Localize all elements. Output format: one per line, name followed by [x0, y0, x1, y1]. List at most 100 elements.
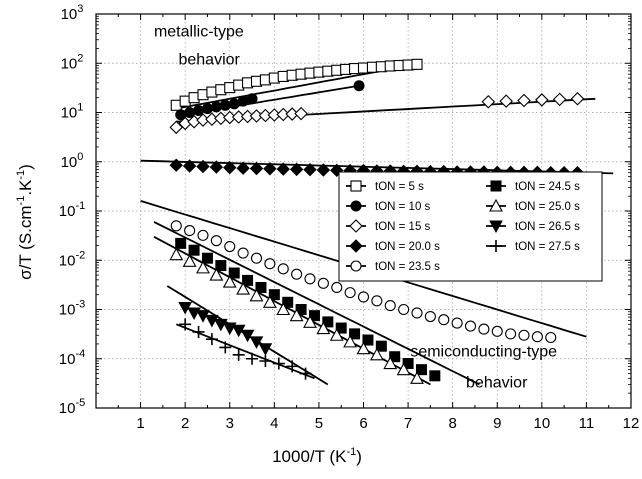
- data-point: [219, 341, 232, 354]
- annotations-layer: metallic-type behavior semiconducting-type…: [154, 23, 557, 391]
- data-point: [316, 321, 331, 335]
- y-tick-label-base: 10: [61, 55, 78, 72]
- data-point: [205, 314, 219, 328]
- data-point: [222, 274, 237, 288]
- data-point: [552, 92, 567, 107]
- data-point: [170, 220, 182, 232]
- x-axis-label-tail: ): [356, 447, 362, 466]
- y-tick-label-exponent: -3: [75, 299, 85, 311]
- data-point: [356, 341, 371, 355]
- data-point: [276, 162, 290, 176]
- x-tick-label: 9: [493, 415, 501, 432]
- data-point: [303, 315, 317, 328]
- y-tick-label: 10-2: [59, 249, 85, 269]
- y-axis-label-mid: .K: [16, 179, 35, 196]
- y-tick-label-exponent: -4: [75, 348, 85, 360]
- data-point: [196, 159, 210, 174]
- x-tick-label: 5: [315, 415, 323, 432]
- data-point: [219, 99, 231, 111]
- data-point: [317, 277, 329, 289]
- data-point: [362, 334, 374, 346]
- annotation: semiconducting-type: [410, 344, 557, 361]
- x-tick-label: 8: [448, 415, 456, 432]
- data-point: [169, 247, 184, 261]
- legend: tON = 5 s tON = 10 s tON = 15 s tON = 20.0 …: [338, 171, 603, 282]
- data-point: [262, 295, 277, 308]
- legend-label: tON = 24.5 s: [515, 181, 580, 193]
- data-point: [259, 355, 272, 368]
- data-point: [545, 331, 557, 344]
- data-point: [518, 329, 530, 341]
- y-axis-label: σ/T (S.cm-1.K-1): [15, 164, 35, 280]
- data-point: [169, 120, 184, 135]
- data-point: [531, 331, 543, 343]
- data-point: [344, 287, 356, 299]
- data-point: [228, 267, 240, 279]
- data-point: [353, 80, 365, 92]
- data-point: [410, 371, 424, 384]
- data-point: [375, 340, 387, 352]
- data-point: [451, 317, 463, 329]
- data-point: [299, 367, 312, 380]
- data-point: [246, 93, 258, 105]
- annotation: metallic-type: [154, 23, 244, 40]
- data-point: [517, 93, 531, 108]
- data-point: [264, 258, 276, 270]
- data-point: [411, 58, 423, 70]
- y-tick-label-base: 10: [59, 252, 76, 269]
- data-point: [250, 252, 263, 264]
- y-axis-label-sup1: -1: [15, 196, 27, 206]
- data-point: [304, 273, 316, 285]
- x-axis-label-main: 1000/T (K: [272, 447, 347, 466]
- data-point: [369, 347, 384, 361]
- data-point: [236, 161, 250, 175]
- y-tick-label: 101: [61, 102, 84, 122]
- data-point: [415, 364, 427, 376]
- data-point: [535, 93, 549, 107]
- legend-marker: [490, 240, 502, 252]
- data-point: [237, 247, 249, 259]
- fit-line-series-4: [153, 221, 480, 386]
- data-point: [371, 295, 383, 307]
- legend-label: tON = 5 s: [375, 181, 424, 193]
- data-point: [398, 303, 410, 316]
- legend-label: tON = 25.0 s: [515, 201, 580, 213]
- data-point: [232, 348, 245, 361]
- y-axis-label-sup2: -1: [15, 170, 27, 180]
- data-point: [246, 352, 259, 365]
- series-8: [179, 318, 312, 380]
- y-tick-label: 100: [61, 151, 84, 171]
- legend-marker: [349, 239, 363, 253]
- legend-label: tON = 20.0 s: [375, 241, 440, 253]
- y-tick-label-base: 10: [59, 302, 76, 319]
- legend-label: tON = 10 s: [375, 201, 431, 213]
- data-point: [481, 95, 496, 109]
- y-tick-label: 10-1: [59, 200, 85, 220]
- ticks-layer: 1 2 3 4 5 6 7 8 9 10 11 1210-510-410-310-210-110010…: [59, 3, 640, 432]
- data-point: [182, 254, 197, 267]
- data-point: [396, 362, 411, 376]
- data-point: [223, 160, 237, 175]
- legend-marker: [350, 200, 362, 212]
- data-point: [193, 104, 205, 116]
- legend-label: tON = 27.5 s: [515, 241, 580, 253]
- data-point: [196, 260, 210, 274]
- y-tick-label: 102: [61, 52, 84, 72]
- data-point: [215, 260, 227, 272]
- y-tick-label-base: 10: [61, 105, 78, 122]
- data-point: [210, 101, 222, 113]
- x-tick-label: 11: [579, 415, 595, 432]
- data-point: [242, 274, 254, 286]
- data-point: [209, 160, 224, 174]
- data-point: [197, 229, 209, 241]
- x-axis-label: 1000/T (K-1): [272, 446, 362, 466]
- x-tick-label: 6: [359, 415, 367, 432]
- series-7: [170, 220, 557, 344]
- data-point: [349, 328, 361, 340]
- y-tick-label-base: 10: [61, 6, 78, 23]
- data-point: [272, 357, 285, 370]
- data-point: [411, 307, 423, 319]
- data-point: [335, 322, 347, 334]
- x-tick-label: 7: [404, 415, 412, 432]
